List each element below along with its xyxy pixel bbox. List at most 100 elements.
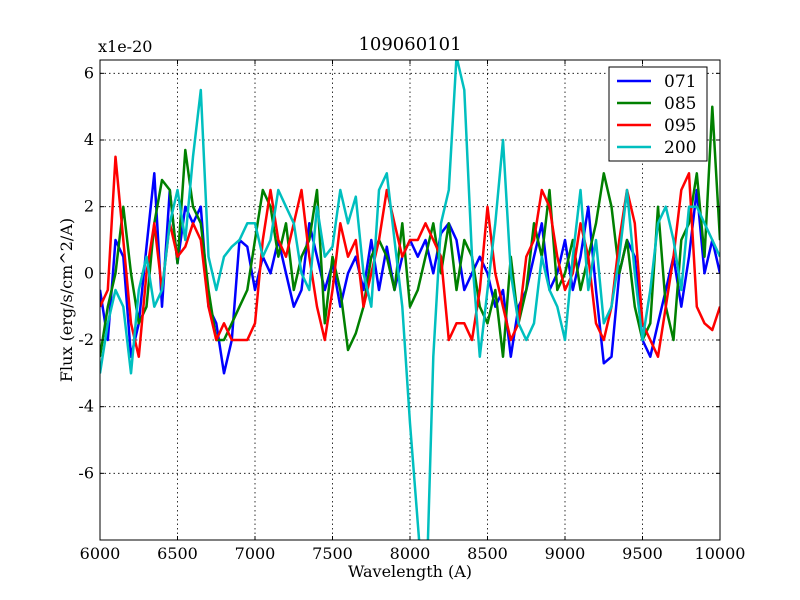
data-point-200: [680, 289, 683, 291]
y-tick-label: -6: [78, 463, 94, 482]
legend-label: 095: [664, 116, 696, 136]
x-tick-label: 6000: [80, 544, 121, 563]
data-point-071: [370, 239, 373, 241]
data-point-200: [230, 245, 233, 248]
data-point-085: [416, 289, 419, 291]
data-point-200: [540, 255, 543, 258]
data-point-071: [269, 272, 272, 275]
data-point-200: [672, 239, 675, 241]
data-point-200: [440, 222, 442, 225]
x-tick-label: 6500: [157, 544, 198, 563]
data-point-200: [587, 289, 590, 291]
data-point-095: [285, 255, 287, 258]
data-point-085: [192, 205, 194, 208]
series-095: [100, 155, 720, 358]
data-point-200: [285, 205, 287, 208]
data-point-085: [657, 205, 659, 208]
data-point-095: [416, 239, 419, 241]
data-point-071: [378, 289, 380, 291]
data-point-095: [548, 205, 551, 208]
data-point-095: [540, 189, 543, 191]
y-tick-label: -4: [78, 397, 94, 416]
data-point-071: [688, 255, 690, 258]
data-point-095: [246, 339, 249, 341]
data-point-095: [711, 329, 714, 331]
data-point-200: [571, 255, 574, 258]
data-point-095: [440, 255, 442, 258]
data-point-095: [657, 355, 659, 358]
data-point-085: [339, 289, 342, 291]
data-point-085: [223, 339, 225, 341]
data-point-095: [354, 239, 357, 241]
data-point-085: [556, 289, 559, 291]
x-tick-label: 10000: [695, 544, 746, 563]
y-tick-label: -2: [78, 330, 94, 349]
series-085: [100, 105, 720, 358]
data-point-071: [564, 239, 566, 241]
data-point-071: [153, 172, 156, 175]
data-point-071: [354, 255, 357, 258]
data-point-085: [145, 305, 148, 308]
data-point-095: [432, 239, 435, 241]
data-point-095: [556, 255, 559, 258]
data-point-200: [618, 255, 621, 258]
data-point-085: [703, 255, 706, 258]
data-point-071: [579, 255, 582, 258]
data-point-095: [502, 305, 504, 308]
data-point-071: [486, 272, 489, 275]
data-point-085: [494, 289, 497, 291]
data-point-095: [176, 255, 179, 258]
legend-entry-095: 095: [617, 116, 696, 136]
data-point-095: [215, 339, 218, 341]
data-point-071: [254, 289, 256, 291]
data-point-085: [463, 239, 466, 241]
data-point-095: [471, 339, 473, 341]
data-point-095: [447, 339, 450, 341]
y-tick-label: 2: [84, 197, 94, 216]
data-point-095: [486, 205, 489, 208]
data-point-095: [424, 222, 427, 225]
data-point-095: [114, 155, 117, 158]
data-point-085: [168, 189, 171, 191]
data-point-200: [393, 239, 396, 241]
data-point-071: [339, 305, 342, 308]
data-point-095: [579, 222, 582, 225]
data-point-085: [114, 272, 117, 275]
data-point-095: [618, 239, 621, 241]
y-tick-label: 6: [84, 63, 94, 82]
data-point-085: [161, 179, 163, 181]
data-point-200: [486, 289, 489, 291]
data-point-095: [587, 255, 590, 258]
data-point-071: [680, 305, 683, 308]
data-point-085: [254, 239, 256, 241]
data-point-200: [463, 89, 466, 91]
data-point-071: [432, 272, 435, 275]
data-point-085: [130, 272, 132, 275]
data-point-095: [564, 289, 566, 291]
data-point-095: [385, 189, 388, 191]
data-point-085: [478, 305, 481, 308]
data-point-200: [478, 355, 481, 358]
data-point-071: [308, 222, 311, 225]
data-point-095: [106, 289, 109, 291]
data-point-200: [370, 305, 373, 308]
data-point-095: [378, 239, 380, 241]
data-point-200: [192, 155, 194, 158]
data-point-085: [711, 105, 714, 108]
data-point-095: [680, 189, 683, 191]
data-point-095: [137, 355, 140, 358]
data-point-200: [633, 272, 636, 275]
x-tick-label: 8000: [390, 544, 431, 563]
ticks: [99, 60, 721, 540]
data-point-200: [688, 205, 690, 208]
data-point-071: [595, 289, 597, 291]
data-point-095: [602, 339, 605, 341]
data-point-095: [595, 322, 597, 325]
data-point-200: [215, 289, 218, 291]
data-point-200: [664, 205, 667, 208]
data-point-085: [455, 289, 458, 291]
data-point-095: [401, 255, 404, 258]
y-axis-label: Flux (erg/s/cm^2/A): [57, 218, 76, 382]
data-point-200: [106, 322, 109, 325]
